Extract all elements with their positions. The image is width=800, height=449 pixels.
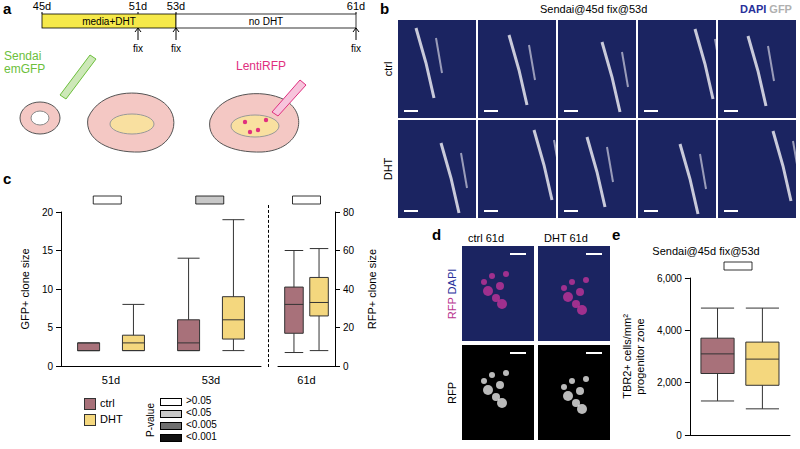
svg-text:progenitor zone: progenitor zone	[634, 318, 646, 394]
html-text:<0.001: <0.001	[186, 431, 217, 442]
html-text:>0.05: >0.05	[186, 395, 212, 406]
svg-text:0: 0	[343, 361, 349, 372]
svg-text:0: 0	[47, 361, 53, 372]
svg-text:fix: fix	[351, 43, 361, 54]
html-text:DAPI: DAPI	[446, 268, 458, 297]
html-text:DHT: DHT	[382, 157, 394, 181]
html-text:RFP: RFP	[446, 297, 458, 319]
html-text:<0.05: <0.05	[186, 407, 212, 418]
svg-text:media+DHT: media+DHT	[82, 16, 136, 27]
svg-text:RFP+ clone size: RFP+ clone size	[366, 249, 378, 329]
svg-text:4,000: 4,000	[657, 325, 682, 336]
svg-text:51d: 51d	[102, 374, 120, 386]
html-text:Sendai@45d fix@53d: Sendai@45d fix@53d	[540, 3, 648, 15]
html-text:DAPI GFP: DAPI GFP	[740, 3, 792, 15]
html-text:DHT: DHT	[100, 413, 123, 425]
svg-text:LentiRFP: LentiRFP	[236, 59, 286, 73]
html-text:e: e	[612, 226, 621, 243]
html-text:ctrl: ctrl	[100, 397, 115, 409]
svg-text:45d: 45d	[33, 0, 51, 12]
svg-text:15: 15	[42, 245, 54, 256]
svg-text:53d: 53d	[202, 374, 220, 386]
svg-text:60: 60	[343, 245, 355, 256]
svg-text:Sendai: Sendai	[4, 49, 41, 63]
html-text:P-value: P-value	[144, 403, 156, 437]
svg-text:40: 40	[343, 284, 355, 295]
html-text:b: b	[380, 0, 390, 17]
html-text:c: c	[3, 170, 12, 187]
html-text:DHT 61d: DHT 61d	[544, 232, 588, 244]
html-text:d: d	[432, 226, 442, 243]
svg-text:fix: fix	[171, 43, 181, 54]
svg-text:53d: 53d	[167, 0, 185, 12]
svg-text:GFP+ clone size: GFP+ clone size	[19, 248, 31, 329]
svg-text:no DHT: no DHT	[249, 16, 283, 27]
svg-text:10: 10	[42, 284, 54, 295]
html-text:ctrl 61d: ctrl 61d	[468, 232, 505, 244]
svg-text:5: 5	[47, 322, 53, 333]
svg-text:61d: 61d	[297, 374, 315, 386]
svg-text:2,000: 2,000	[657, 377, 682, 388]
svg-text:0: 0	[676, 430, 682, 441]
svg-text:emGFP: emGFP	[4, 62, 45, 76]
html-text:a: a	[3, 0, 12, 17]
svg-text:61d: 61d	[347, 0, 365, 12]
html-text:<0.005: <0.005	[186, 419, 217, 430]
svg-text:6,000: 6,000	[657, 273, 682, 284]
svg-text:80: 80	[343, 207, 355, 218]
svg-text:fix: fix	[133, 43, 143, 54]
html-text:ctrl: ctrl	[382, 61, 394, 77]
svg-text:20: 20	[343, 322, 355, 333]
svg-text:51d: 51d	[129, 0, 147, 12]
svg-text:20: 20	[42, 207, 54, 218]
html-text:RFP: RFP	[446, 381, 458, 404]
svg-text:TBR2+ cells/mm²: TBR2+ cells/mm²	[621, 314, 633, 399]
svg-text:Sendai@45d fix@53d: Sendai@45d fix@53d	[652, 245, 759, 257]
